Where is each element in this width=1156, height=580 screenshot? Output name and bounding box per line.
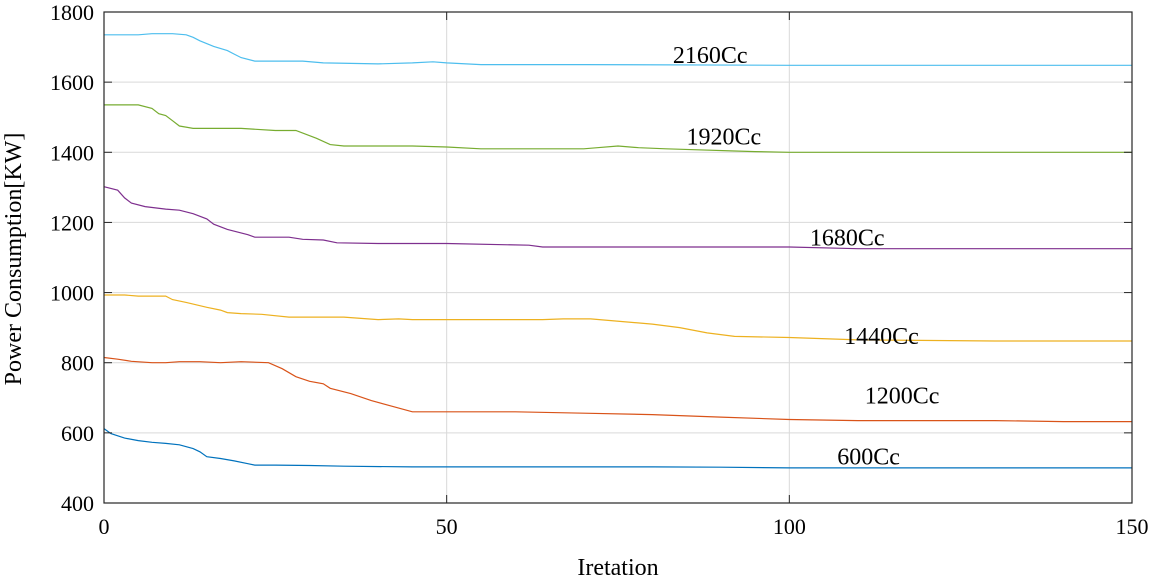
y-tick-label: 1400	[50, 140, 94, 165]
series-lines	[103, 33, 1132, 469]
series-line-600cc	[103, 428, 1132, 469]
series-line-1920cc	[104, 104, 1132, 153]
y-tick-label: 1200	[50, 210, 94, 235]
series-label-1920cc: 1920Cc	[687, 125, 762, 151]
series-label-1200cc: 1200Cc	[865, 384, 940, 410]
y-tick-label: 1600	[50, 70, 94, 95]
series-line-2160cc	[104, 33, 1132, 66]
x-tick-label: 150	[1116, 514, 1149, 539]
series-label-1440cc: 1440Cc	[844, 324, 919, 350]
series-line-1200cc	[103, 356, 1132, 423]
x-tick-label: 0	[99, 514, 110, 539]
x-axis-title: Iretation	[577, 555, 658, 580]
x-tick-labels: 0 50 100 150	[99, 514, 1149, 539]
y-axis-title: Power Consumption[KW]	[1, 133, 27, 386]
series-label-600cc: 600Cc	[837, 444, 900, 470]
y-tick-label: 1800	[50, 0, 94, 25]
y-tick-label: 400	[61, 491, 94, 516]
series-label-2160cc: 2160Cc	[673, 43, 748, 69]
y-tick-labels: 400 600 800 1000 1200 1400 1600 1800	[50, 0, 94, 516]
series-line-1680cc	[103, 186, 1132, 250]
plot-frame	[103, 11, 1133, 504]
y-tick-label: 1000	[50, 281, 94, 306]
y-tick-label: 600	[61, 421, 94, 446]
series-labels: 600Cc 1200Cc 1440Cc 1680Cc 1920Cc 2160Cc	[673, 43, 940, 470]
y-tick-label: 800	[61, 351, 94, 376]
series-line-1440cc	[104, 294, 1132, 342]
grid	[104, 12, 1132, 503]
series-label-1680cc: 1680Cc	[810, 226, 885, 252]
x-tick-label: 100	[773, 514, 806, 539]
x-tick-label: 50	[436, 514, 458, 539]
axis-ticks	[103, 11, 1133, 504]
